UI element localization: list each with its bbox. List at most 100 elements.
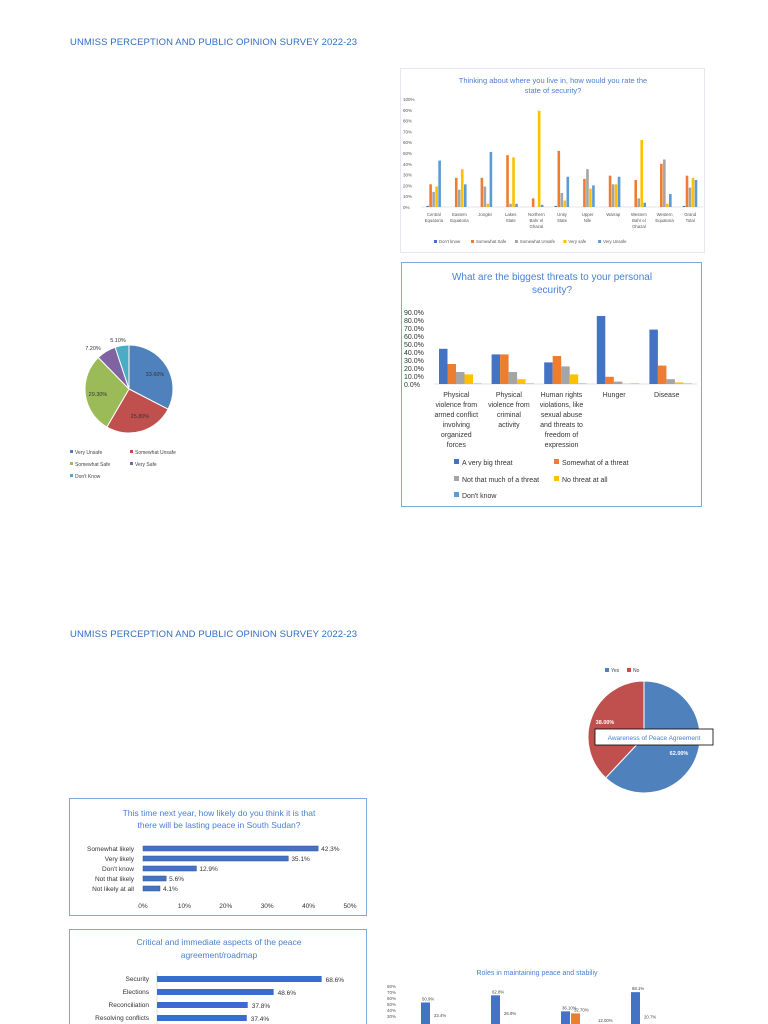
bar	[637, 198, 641, 207]
y-tick: 90%	[403, 108, 412, 113]
awareness-pie: Yes No 38.00% 62.00% Awareness of Peace Agre…	[587, 668, 714, 794]
bar	[554, 205, 558, 207]
bar	[685, 175, 689, 207]
bar	[544, 362, 553, 384]
x-label: activity	[498, 422, 520, 429]
y-label: Reconciliation	[109, 1002, 150, 1009]
bar	[694, 180, 698, 207]
bar	[142, 875, 167, 882]
y-label: Elections	[123, 989, 150, 996]
bar	[491, 354, 501, 384]
legend-label: No threat at all	[562, 477, 608, 484]
chart-title: Thinking about where you live in, how wo…	[459, 76, 647, 85]
y-tick: 0.0%	[404, 382, 420, 389]
x-label: State	[557, 218, 568, 223]
x-label: Total	[686, 218, 695, 223]
critical-aspects-chart: Critical and immediate aspects of the pe…	[69, 929, 367, 1024]
legend-label: Don't know	[462, 493, 497, 500]
bar	[157, 1015, 247, 1021]
security-by-state-plot: Thinking about where you live in, how wo…	[403, 76, 703, 244]
pie-value-label: 33.60%	[146, 372, 165, 378]
x-label: violence from	[435, 402, 477, 409]
bar	[666, 379, 675, 384]
bar	[421, 1002, 430, 1024]
bar	[592, 185, 595, 207]
y-tick: 10.0%	[404, 374, 424, 381]
biggest-threats-plot: What are the biggest threats to your per…	[404, 272, 697, 500]
x-label: Bahr el	[632, 218, 646, 223]
x-label: Grand	[684, 212, 697, 217]
x-label: Eastern	[452, 212, 467, 217]
value-label: 12.00%	[598, 1018, 613, 1023]
x-label: criminal	[497, 412, 522, 419]
legend-label: A very big threat	[462, 460, 513, 467]
bar	[512, 157, 515, 207]
bar	[688, 187, 692, 207]
legend-label: Very Unsafe	[75, 450, 102, 456]
legend-label: Don't know	[439, 239, 461, 244]
value-label: 37.8%	[252, 1003, 271, 1010]
x-label: Equatoria	[450, 218, 469, 223]
y-tick: 40%	[403, 162, 412, 167]
x-tick: 30%	[261, 903, 274, 910]
y-tick: 20.0%	[404, 366, 424, 373]
bar	[571, 1013, 580, 1024]
legend-swatch	[554, 459, 559, 464]
value-label: 32.70%	[574, 1007, 589, 1012]
x-label: State	[506, 218, 517, 223]
y-tick: 90.0%	[404, 310, 424, 317]
x-label: and threats to	[540, 422, 583, 429]
x-label: Ghazal	[632, 224, 646, 229]
y-tick: 40%	[387, 1008, 396, 1013]
pie-slice-somewhat-safe	[84, 356, 130, 428]
legend-swatch	[454, 459, 459, 464]
y-tick: 50%	[387, 1002, 396, 1007]
bar	[500, 354, 509, 384]
x-label: Physical	[443, 392, 470, 399]
bar	[540, 204, 544, 207]
legend-label: Very safe	[568, 239, 587, 244]
bar	[460, 169, 464, 207]
x-tick: 20%	[219, 903, 232, 910]
legend-swatch	[554, 476, 559, 481]
roles-peace-plot: Roles in maintaining peace and stabiliy 8…	[387, 970, 656, 1024]
pie-slice-don-t-know	[114, 344, 130, 390]
x-label: Lakes	[505, 212, 516, 217]
bar	[561, 366, 570, 384]
x-label: Upper	[582, 212, 594, 217]
legend-label: Somewhat Safe	[476, 239, 507, 244]
bar	[142, 885, 161, 892]
bar	[643, 202, 647, 207]
value-label: 5.6%	[169, 876, 184, 883]
legend-swatch	[70, 462, 73, 465]
bar	[491, 995, 500, 1024]
bar	[617, 176, 621, 207]
pie-value-label: 5.10%	[110, 338, 126, 344]
value-label: 37.4%	[251, 1016, 270, 1023]
bar	[447, 364, 456, 384]
chart-title: What are the biggest threats to your per…	[452, 272, 652, 283]
x-label: forces	[447, 442, 467, 449]
pie-value-label: 7.20%	[85, 346, 101, 352]
legend-swatch	[434, 240, 437, 243]
bar	[531, 198, 535, 207]
x-label: Equatoria	[655, 218, 674, 223]
pie-value-label: 62.00%	[670, 751, 689, 757]
bar	[509, 203, 512, 207]
bar	[432, 191, 435, 207]
bar	[663, 159, 666, 207]
y-tick: 40.0%	[404, 350, 424, 357]
bar	[649, 329, 658, 384]
legend-swatch	[70, 450, 73, 453]
pie-value-label: 38.00%	[596, 720, 615, 726]
bar	[515, 203, 518, 207]
chart-title: This time next year, how likely do you t…	[123, 808, 316, 818]
chart-title: state of security?	[525, 86, 582, 95]
bar	[157, 976, 322, 982]
lasting-peace-plot: This time next year, how likely do you t…	[87, 808, 357, 910]
legend-swatch	[454, 476, 459, 481]
security-perception-pie: 33.60% 25.80% 29.30% 7.20% 5.10% Very Unsafe S…	[70, 338, 176, 480]
bar	[157, 1002, 248, 1008]
x-label: Warrap	[606, 212, 621, 217]
bar	[463, 184, 467, 207]
